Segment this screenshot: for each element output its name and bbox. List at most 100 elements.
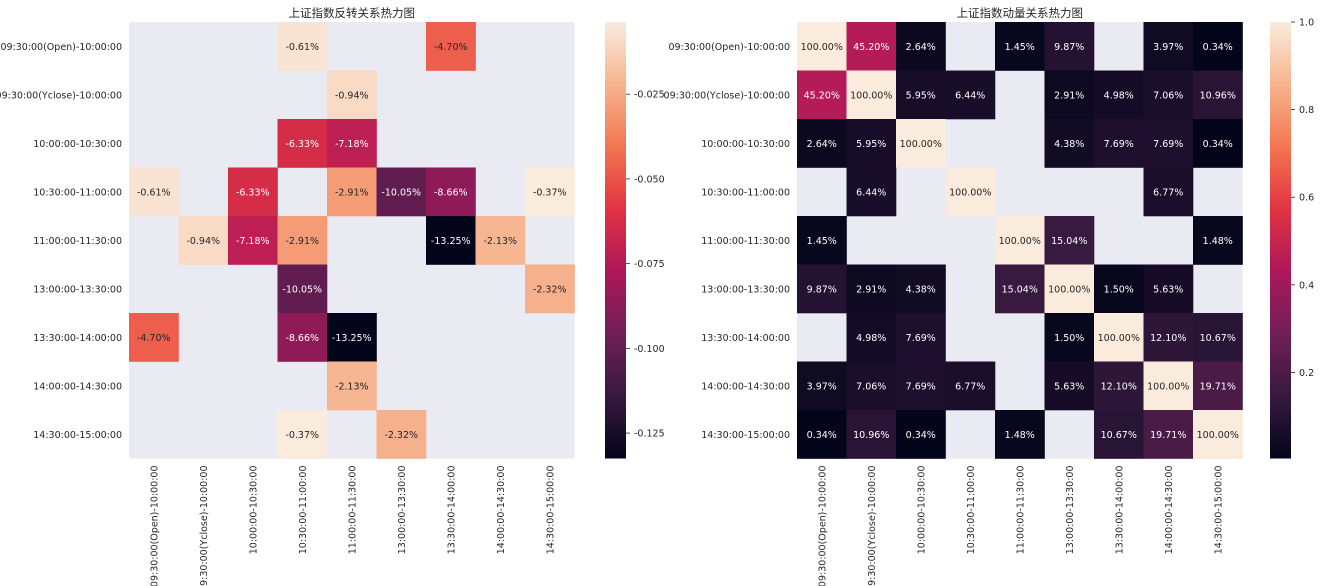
momentum-cell	[945, 167, 996, 217]
reversal-title: 上证指数反转关系热力图	[289, 6, 416, 20]
reversal-cell-label: -0.61%	[285, 42, 319, 53]
momentum-cell	[1143, 361, 1194, 411]
reversal-cell-label: -10.05%	[282, 284, 322, 295]
momentum-cell	[896, 361, 946, 411]
momentum-cell-label: 100.00%	[1098, 333, 1140, 344]
momentum-cell-label: 100.00%	[1048, 284, 1090, 295]
momentum-cell	[846, 313, 897, 362]
momentum-cell	[1193, 70, 1243, 120]
reversal-cell-label: -6.33%	[285, 139, 319, 150]
momentum-cell-label: 1.50%	[1054, 333, 1084, 344]
reversal-cell-label: -2.13%	[483, 236, 517, 247]
momentum-cell-label: 19.71%	[1150, 430, 1186, 441]
momentum-cell	[896, 119, 946, 168]
momentum-cell-label: 9.87%	[1054, 42, 1084, 53]
momentum-cell-label: 15.04%	[1051, 236, 1087, 247]
momentum-cell-label: 4.38%	[906, 284, 936, 295]
reversal-heatmap: 上证指数反转关系热力图 -0.61% -4.70% -0.94% -6.33% -7.18…	[0, 6, 665, 586]
momentum-cell-label: 7.06%	[856, 381, 886, 392]
reversal-y-tick-label: 10:00:00-10:30:00	[33, 139, 122, 150]
momentum-cell	[896, 264, 946, 314]
momentum-cell	[846, 167, 897, 217]
momentum-cell-label: 10.67%	[1200, 333, 1236, 344]
momentum-x-tick-label: 14:30:00-15:00:00	[1213, 466, 1224, 555]
reversal-colorbar-tick-label: -0.075	[634, 259, 665, 270]
momentum-colorbar-tick-label: 0.8	[1299, 105, 1314, 116]
momentum-y-tick-label: 13:30:00-14:00:00	[701, 333, 790, 344]
reversal-cell	[327, 70, 377, 120]
reversal-cell	[277, 216, 328, 265]
momentum-cell-label: 100.00%	[999, 236, 1041, 247]
reversal-cell-label: -13.25%	[332, 333, 372, 344]
reversal-y-tick-label: 09:30:00(Yclose)-10:00:00	[0, 90, 122, 101]
momentum-cell-label: 5.95%	[906, 90, 936, 101]
reversal-cell-label: -2.91%	[335, 187, 369, 198]
momentum-cell-label: 12.10%	[1150, 333, 1186, 344]
momentum-cell-label: 7.69%	[1153, 139, 1183, 150]
momentum-cell-label: 100.00%	[801, 42, 843, 53]
momentum-cell	[1094, 264, 1144, 314]
momentum-cell	[896, 70, 946, 120]
reversal-colorbar	[605, 22, 626, 459]
momentum-cell-label: 4.98%	[856, 333, 886, 344]
momentum-cell	[1044, 70, 1095, 120]
momentum-cell	[797, 216, 847, 265]
reversal-cell	[178, 216, 229, 265]
momentum-cell-label: 0.34%	[807, 430, 837, 441]
momentum-x-tick-label: 10:00:00-10:30:00	[916, 466, 927, 555]
reversal-y-tick-label: 13:00:00-13:30:00	[33, 284, 122, 295]
momentum-cell	[846, 119, 897, 168]
momentum-cell	[1044, 119, 1095, 168]
momentum-cell	[1193, 119, 1243, 168]
momentum-cell	[1094, 410, 1144, 459]
momentum-cell	[1193, 22, 1243, 71]
reversal-cell-label: -0.94%	[186, 236, 220, 247]
momentum-cell-label: 4.98%	[1104, 90, 1134, 101]
momentum-heatmap: 上证指数动量关系热力图 100.00% 45.20% 2.64% 1.45% 9.87% 3…	[664, 6, 1315, 586]
reversal-x-tick-label: 14:00:00-14:30:00	[496, 466, 507, 555]
reversal-cell	[525, 264, 575, 314]
momentum-cell	[1193, 410, 1243, 459]
reversal-cell	[426, 22, 476, 71]
momentum-y-tick-label: 14:00:00-14:30:00	[701, 381, 790, 392]
momentum-cell	[1143, 167, 1194, 217]
reversal-cell	[228, 216, 278, 265]
momentum-cell	[797, 119, 847, 168]
momentum-cell-label: 6.44%	[955, 90, 985, 101]
momentum-cell-label: 5.95%	[856, 139, 886, 150]
momentum-cell-label: 10.67%	[1101, 430, 1137, 441]
reversal-x-tick-label: 09:30:00(Open)-10:00:00	[149, 466, 160, 586]
momentum-x-tick-label: 11:00:00-11:30:00	[1015, 466, 1026, 555]
momentum-cell	[1143, 70, 1194, 120]
momentum-cell-label: 1.45%	[1005, 42, 1035, 53]
momentum-cell-label: 15.04%	[1002, 284, 1038, 295]
momentum-cell	[1143, 410, 1194, 459]
momentum-x-tick-label: 10:30:00-11:00:00	[966, 466, 977, 555]
reversal-cell-label: -6.33%	[236, 187, 270, 198]
momentum-cell-label: 100.00%	[1147, 381, 1189, 392]
momentum-colorbar-tick-label: 0.4	[1299, 280, 1314, 291]
momentum-cell-label: 4.38%	[1054, 139, 1084, 150]
reversal-cell-label: -2.91%	[285, 236, 319, 247]
momentum-cell	[797, 361, 847, 411]
momentum-cell-label: 3.97%	[1153, 42, 1183, 53]
momentum-cell-label: 100.00%	[900, 139, 942, 150]
momentum-cell	[995, 216, 1045, 265]
reversal-cell	[277, 22, 328, 71]
momentum-colorbar-tick-label: 0.6	[1299, 193, 1314, 204]
reversal-cell	[327, 119, 377, 168]
reversal-y-tick-label: 09:30:00(Open)-10:00:00	[0, 42, 122, 53]
reversal-cell	[129, 313, 179, 362]
momentum-cell-label: 100.00%	[1197, 430, 1239, 441]
momentum-cell	[896, 410, 946, 459]
momentum-cell-label: 0.34%	[1203, 42, 1233, 53]
momentum-cell-label: 0.34%	[906, 430, 936, 441]
momentum-y-tick-label: 09:30:00(Yclose)-10:00:00	[664, 90, 790, 101]
reversal-y-tick-label: 11:00:00-11:30:00	[33, 236, 122, 247]
momentum-cell-label: 1.48%	[1005, 430, 1035, 441]
reversal-y-tick-label: 10:30:00-11:00:00	[33, 187, 122, 198]
momentum-cell-label: 2.91%	[856, 284, 886, 295]
reversal-cell	[277, 410, 328, 459]
momentum-cell	[896, 22, 946, 71]
momentum-cell-label: 6.44%	[856, 187, 886, 198]
